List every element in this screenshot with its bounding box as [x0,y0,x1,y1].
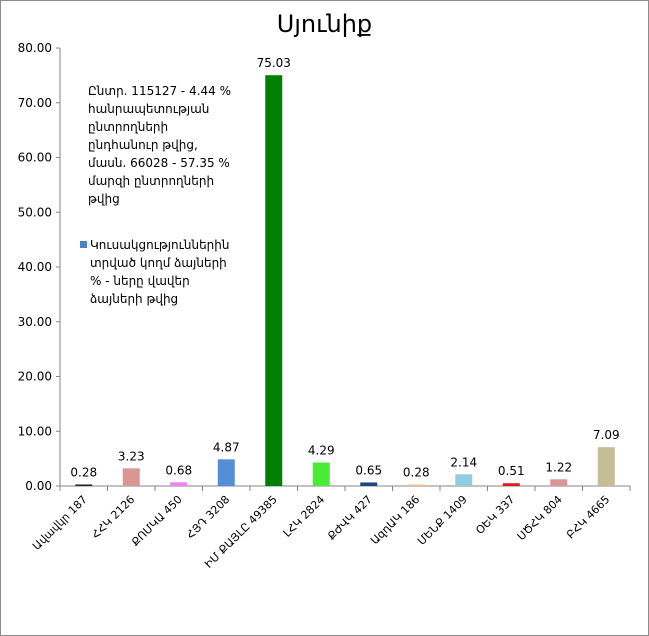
data-label: 0.28 [70,465,97,479]
legend-swatch [80,241,87,248]
data-label: 1.22 [545,460,572,474]
data-label: 75.03 [257,56,291,70]
annotation-line: մասն. 66028 - 57.35 % [88,156,230,170]
bar [122,468,140,486]
data-label: 0.68 [165,463,192,477]
bar [407,484,425,486]
x-tick-label: ԼՀԿ 2824 [281,493,328,540]
bar [312,462,330,486]
bar [360,482,378,486]
x-tick-label: ՀՀԿ 2126 [89,493,137,541]
data-label: 4.87 [213,440,240,454]
annotation-line: հանրապետության [88,102,210,116]
bar [265,75,283,486]
data-label: 7.09 [593,428,620,442]
annotation-text: Ընտր. 115127 - 4.44 % հանրապետության ընտ… [88,82,238,208]
chart-title: Սյունիք [276,10,373,38]
bar [455,474,473,486]
y-tick-label: 80.00 [18,41,52,55]
x-tick-label: ԲՀԿ 4665 [564,493,612,541]
annotation-line: թվից [88,192,120,206]
y-tick-label: 10.00 [18,424,52,438]
x-tick-label: ՔԺՎԿ 427 [325,493,375,543]
bar [170,482,188,486]
legend-label-line: % - ները վավեր [90,274,190,288]
x-tick-label: ՍԾՀԿ 804 [515,493,565,543]
bar [75,484,93,486]
data-label: 0.51 [498,464,525,478]
annotation-line: ընդհանուր թվից, [88,138,198,152]
legend-label-line: ձայների թվից [90,292,179,306]
y-tick-label: 20.00 [18,370,52,384]
bar [597,447,615,486]
y-tick-label: 60.00 [18,151,52,165]
legend: Կուսակցություններին տրված կողմ ձայների %… [80,236,240,308]
y-tick-label: 30.00 [18,315,52,329]
y-tick-label: 50.00 [18,205,52,219]
legend-label-line: տրված կողմ ձայների [90,256,227,270]
x-tick-label: ՔՈՄԿԱ 450 [129,493,185,549]
x-tick-label: ՕԵԿ 337 [473,493,517,537]
y-tick-label: 40.00 [18,260,52,274]
x-tick-label: ՄԵՆՔ 1409 [415,493,470,548]
data-label: 4.29 [308,444,335,458]
x-tick-label: Ավավկր 187 [30,493,90,553]
bar [502,483,520,486]
data-label: 3.23 [118,449,145,463]
y-tick-label: 0.00 [25,479,52,493]
x-tick-label: ՀՅԴ 3208 [184,493,233,542]
bar [217,459,235,486]
annotation-line: Ընտր. 115127 - 4.44 % [88,84,232,98]
y-tick-label: 70.00 [18,96,52,110]
legend-label: Կուսակցություններին տրված կողմ ձայների %… [90,236,230,308]
data-label: 0.28 [403,465,430,479]
legend-label-line: Կուսակցություններին [90,238,230,252]
data-label: 2.14 [450,455,477,469]
data-label: 0.65 [355,463,382,477]
bar [550,479,568,486]
annotation-line: մարզի ընտրողների [88,174,215,188]
annotation-line: ընտրողների [88,120,169,134]
